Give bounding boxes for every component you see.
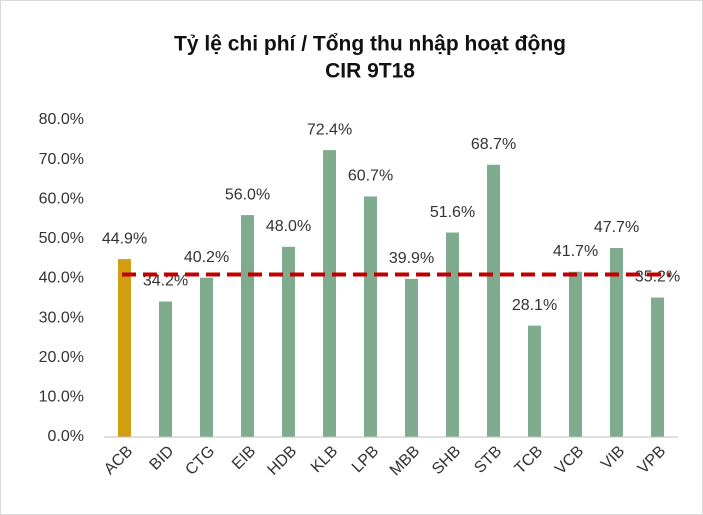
y-tick-label: 40.0% xyxy=(39,270,84,287)
value-label: 34.2% xyxy=(143,273,188,290)
value-label: 72.4% xyxy=(307,121,352,138)
bar xyxy=(364,196,377,437)
y-tick-label: 60.0% xyxy=(39,190,84,207)
chart-title: Tỷ lệ chi phí / Tổng thu nhập hoạt động xyxy=(174,33,566,56)
value-label: 39.9% xyxy=(389,250,434,267)
bar xyxy=(159,301,172,437)
value-label: 51.6% xyxy=(430,204,475,221)
value-label: 60.7% xyxy=(348,168,393,185)
value-label: 44.9% xyxy=(102,230,147,247)
bar xyxy=(323,150,336,438)
bar xyxy=(241,215,254,437)
y-tick-label: 30.0% xyxy=(39,309,84,326)
bar xyxy=(528,325,541,437)
value-label: 47.7% xyxy=(594,219,639,236)
value-label: 56.0% xyxy=(225,186,270,203)
bar xyxy=(569,271,582,437)
bar xyxy=(446,232,459,437)
bar xyxy=(405,278,418,437)
y-tick-label: 20.0% xyxy=(39,349,84,366)
y-tick-label: 80.0% xyxy=(39,111,84,128)
bar xyxy=(282,246,295,437)
y-tick-label: 0.0% xyxy=(48,428,84,445)
value-label: 48.0% xyxy=(266,218,311,235)
y-tick-label: 10.0% xyxy=(39,389,84,406)
bar xyxy=(200,277,213,437)
y-tick-label: 70.0% xyxy=(39,151,84,168)
value-label: 28.1% xyxy=(512,297,557,314)
y-tick-label: 50.0% xyxy=(39,230,84,247)
value-label: 68.7% xyxy=(471,136,516,153)
value-label: 40.2% xyxy=(184,249,229,266)
chart-title: CIR 9T18 xyxy=(325,60,415,83)
bar xyxy=(487,164,500,437)
bar xyxy=(610,247,623,437)
bar xyxy=(651,297,664,437)
bar xyxy=(118,259,131,437)
value-label: 41.7% xyxy=(553,243,598,260)
value-label: 35.2% xyxy=(635,269,680,286)
